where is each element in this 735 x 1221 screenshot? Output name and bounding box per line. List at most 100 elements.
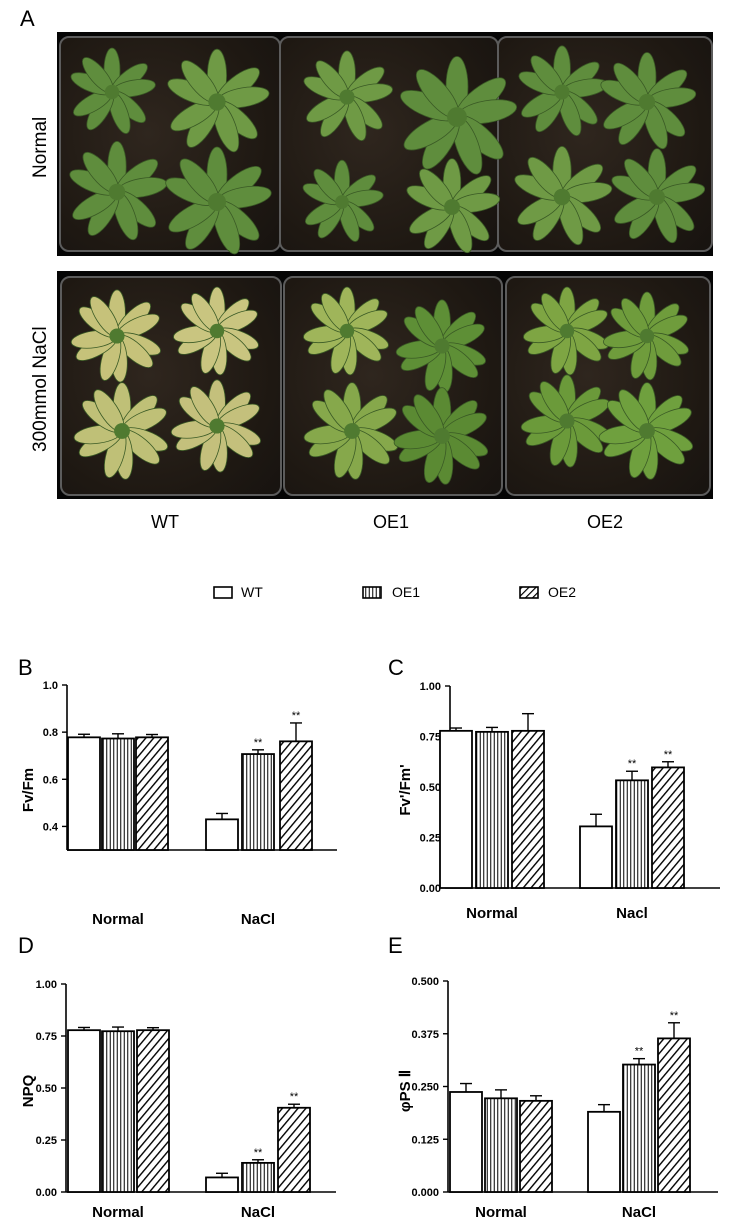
category-label: NaCl (241, 1204, 275, 1221)
genotype-label-wt: WT (151, 512, 179, 532)
bar-oe2-normal (511, 729, 545, 889)
significance-marker: ** (635, 1046, 644, 1058)
panel-letter: C (388, 655, 404, 680)
y-tick-label: 0.375 (411, 1029, 439, 1041)
category-label: NaCl (241, 911, 275, 928)
chart-npq: D 0.00 0.25 0.50 0.75 1.00 NPQ ** ** Normal NaCl (18, 933, 336, 1221)
bar-oe1-normal (475, 730, 509, 889)
nacl-photo (57, 271, 713, 499)
significance-marker: ** (670, 1010, 679, 1022)
bar-oe1-normal (101, 1030, 135, 1193)
rosette-normal (70, 47, 156, 134)
category-label: NaCl (622, 1204, 656, 1221)
y-tick-label: 1.00 (36, 979, 57, 991)
rosette-nacl (73, 382, 169, 480)
bar-oe1-nacl (241, 753, 275, 851)
category-label: Normal (92, 911, 144, 928)
legend-swatch-wt (213, 586, 233, 599)
bar-oe1-nacl (622, 1063, 656, 1193)
y-axis-label: Fv'/Fm' (397, 764, 414, 815)
legend: WT OE1 OE2 (213, 584, 576, 600)
rosette-nacl (520, 374, 611, 468)
y-tick-label: 0.125 (411, 1134, 439, 1146)
bar-oe2-nacl (279, 740, 313, 851)
rosette-nacl (170, 379, 261, 473)
y-axis-label: φPS Ⅱ (397, 1070, 414, 1112)
significance-marker: ** (254, 1147, 263, 1159)
bar-oe2-normal (135, 736, 169, 851)
rosette-normal (600, 52, 697, 150)
rosette-normal (303, 50, 393, 142)
y-axis-label: NPQ (20, 1074, 37, 1107)
category-label: Normal (466, 905, 518, 922)
y-tick-label: 0.25 (36, 1135, 57, 1147)
genotype-label-oe1: OE1 (372, 512, 410, 532)
significance-marker: ** (254, 737, 263, 749)
rosette-normal (611, 148, 706, 244)
bar-oe1-normal (484, 1097, 518, 1193)
category-label: Nacl (616, 905, 648, 922)
rosette-normal (302, 159, 384, 242)
category-label: Normal (92, 1204, 144, 1221)
legend-swatch-oe2 (519, 586, 539, 599)
category-label: Normal (475, 1204, 527, 1221)
row-label-normal: Normal (30, 116, 51, 178)
rosette-normal (167, 48, 270, 153)
bar-wt-nacl (587, 1110, 621, 1193)
rosette-nacl (598, 382, 694, 480)
significance-marker: ** (628, 758, 637, 770)
panel-letter: D (18, 933, 34, 958)
bar-oe2-nacl (657, 1037, 691, 1193)
y-tick-label: 0.50 (420, 782, 441, 794)
nacl-plants (70, 286, 694, 485)
panel-letter: B (18, 655, 33, 680)
rosette-normal (406, 158, 501, 254)
y-tick-label: 0.00 (36, 1187, 57, 1199)
panel-a-letter: A (20, 6, 35, 31)
normal-plants (69, 45, 706, 255)
y-tick-label: 1.00 (420, 681, 441, 693)
bar-wt-normal (439, 729, 473, 889)
rosette-nacl (70, 289, 161, 383)
significance-marker: ** (664, 749, 673, 761)
bar-oe2-nacl (277, 1106, 311, 1193)
significance-marker: ** (292, 710, 301, 722)
bar-oe1-nacl (241, 1161, 275, 1193)
y-tick-label: 0.4 (43, 821, 59, 833)
rosette-nacl (395, 299, 486, 393)
rosette-normal (518, 45, 608, 137)
normal-photo (57, 32, 713, 256)
bar-oe2-nacl (651, 766, 685, 889)
significance-marker: ** (290, 1091, 299, 1103)
legend-label-oe1: OE1 (392, 584, 420, 600)
bar-wt-nacl (579, 825, 613, 889)
panel-letter: E (388, 933, 403, 958)
rosette-nacl (603, 291, 689, 381)
y-tick-label: 0.00 (420, 883, 441, 895)
y-tick-label: 0.75 (36, 1031, 57, 1043)
rosette-normal (400, 56, 518, 175)
rosette-nacl (393, 387, 489, 485)
y-tick-label: 0.75 (420, 732, 441, 744)
bar-oe2-normal (519, 1099, 553, 1193)
bar-wt-normal (449, 1091, 483, 1193)
y-axis-label: Fv/Fm (20, 768, 37, 812)
bar-oe2-normal (136, 1029, 170, 1193)
bar-wt-nacl (205, 818, 239, 851)
bar-oe1-nacl (615, 779, 649, 889)
bar-wt-nacl (205, 1176, 239, 1193)
y-tick-label: 1.0 (43, 680, 58, 692)
rosette-nacl (523, 286, 609, 376)
rosette-nacl (173, 286, 259, 376)
genotype-label-oe2: OE2 (586, 512, 624, 532)
y-tick-label: 0.25 (420, 833, 441, 845)
y-tick-label: 0.8 (43, 727, 58, 739)
row-label-nacl: 300mmol NaCl (30, 326, 51, 452)
rosette-nacl (303, 286, 389, 376)
y-tick-label: 0.50 (36, 1083, 57, 1095)
legend-label-oe2: OE2 (548, 584, 576, 600)
chart-phi-psii: E 0.000 0.125 0.250 0.375 0.500 φPS Ⅱ ** ** Norma… (388, 933, 718, 1221)
chart-fv-fm: B 0.4 0.6 0.8 1.0 Fv/Fm ** ** Normal NaCl (18, 655, 337, 928)
y-tick-label: 0.250 (411, 1082, 439, 1094)
bar-wt-normal (67, 1029, 101, 1193)
